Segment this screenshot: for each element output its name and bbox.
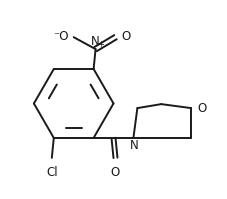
Text: O: O bbox=[197, 102, 206, 115]
Text: N: N bbox=[130, 139, 139, 152]
Text: Cl: Cl bbox=[46, 166, 58, 179]
Text: O: O bbox=[111, 166, 120, 179]
Text: +: + bbox=[97, 40, 104, 49]
Text: O: O bbox=[121, 30, 131, 43]
Text: N: N bbox=[91, 35, 100, 48]
Text: ⁻O: ⁻O bbox=[53, 30, 69, 43]
